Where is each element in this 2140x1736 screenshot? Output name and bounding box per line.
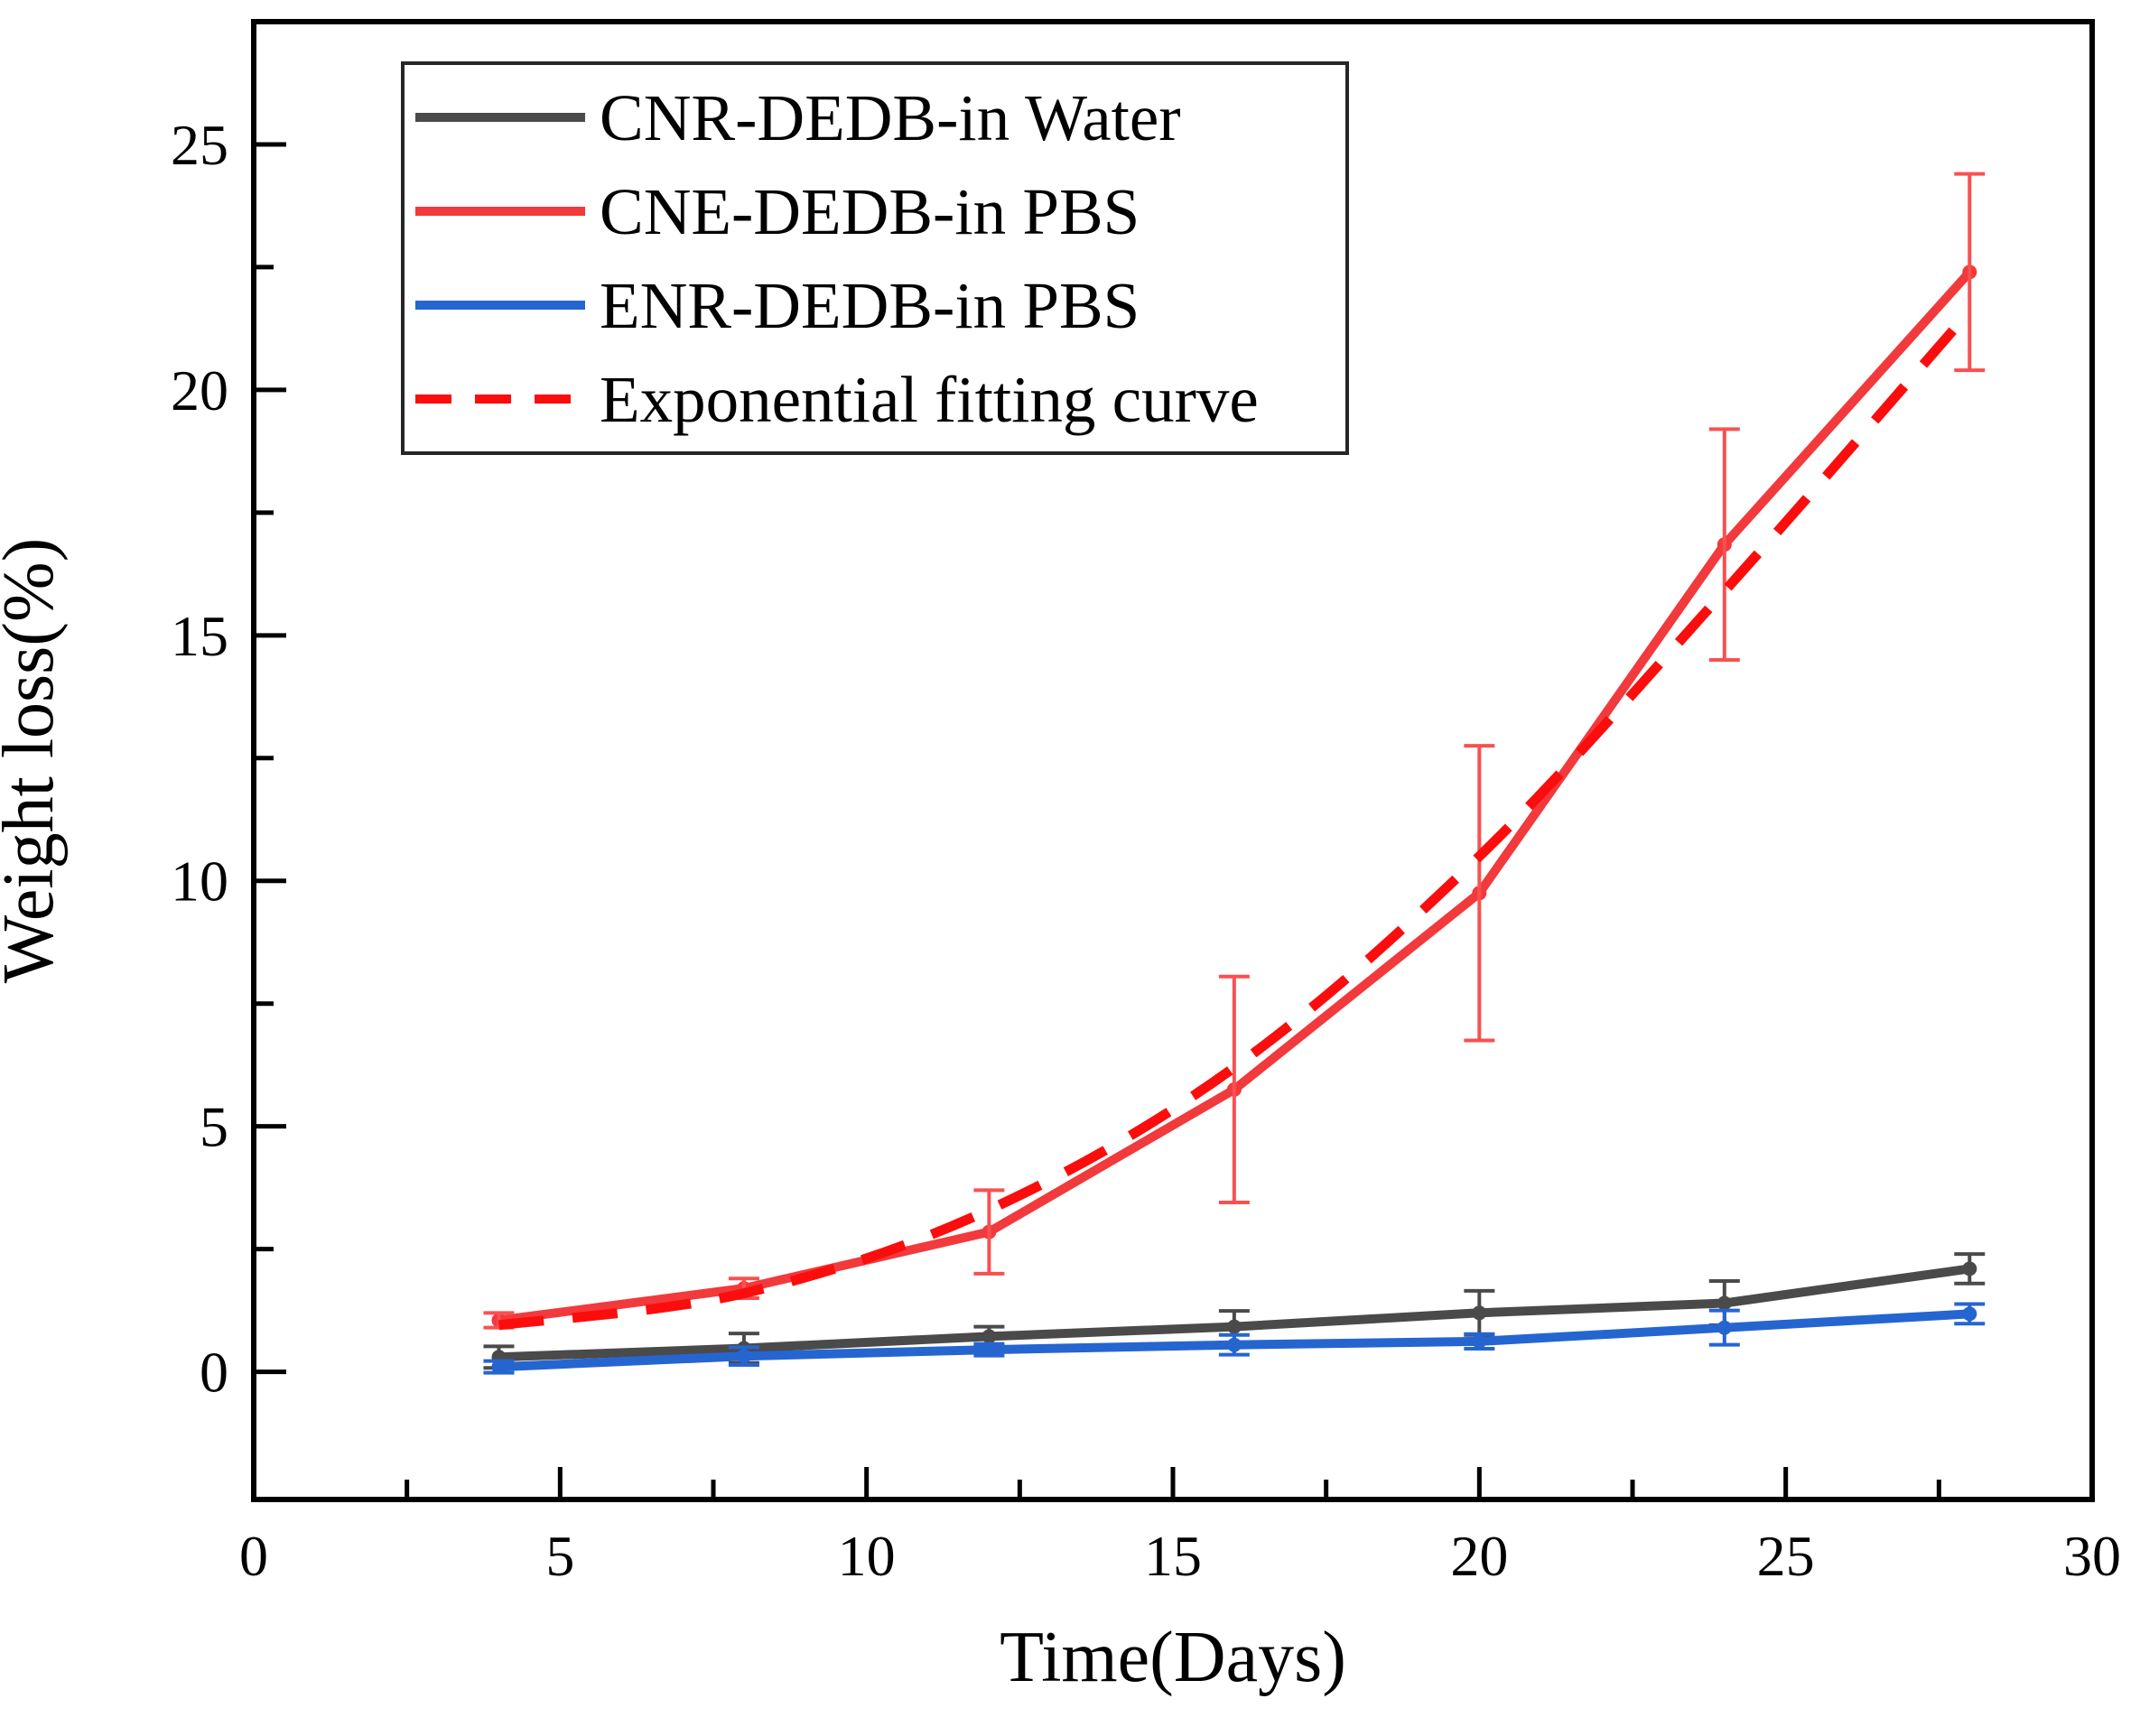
y-tick-label: 10 (171, 849, 228, 914)
x-tick-label: 15 (1144, 1524, 1202, 1588)
legend-entry-exponential-fitting-curve: Exponential fitting curve (415, 363, 1259, 436)
y-tick-label: 0 (200, 1341, 228, 1405)
legend-label: ENR-DEDB-in PBS (600, 269, 1140, 342)
plot-frame (251, 19, 2095, 1502)
error-bars-enr-dedb-in-pbs (483, 1302, 1986, 1375)
y-tick-label: 5 (200, 1095, 228, 1159)
x-tick-label: 20 (1450, 1524, 1508, 1588)
x-tick-label: 25 (1757, 1524, 1815, 1588)
x-tick-label: 0 (239, 1524, 268, 1588)
legend-label: Exponential fitting curve (600, 363, 1259, 436)
legend-entry-cne-dedb-in-pbs: CNE-DEDB-in PBS (415, 175, 1140, 248)
y-axis: 0 5 10 15 20 25 (171, 113, 286, 1405)
x-tick-label: 10 (838, 1524, 896, 1588)
series-exponential-fitting-curve (498, 308, 1974, 1331)
legend-label: CNE-DEDB-in PBS (600, 175, 1140, 248)
legend-entry-enr-dedb-in-pbs: ENR-DEDB-in PBS (415, 269, 1140, 342)
x-axis: 0 5 10 15 20 25 30 (239, 1467, 2121, 1588)
legend-box (401, 61, 1349, 455)
legend: CNR-DEDB-in Water CNE-DEDB-in PBS ENR-DEDB… (401, 61, 1349, 455)
legend-entry-cnr-dedb-in-water: CNR-DEDB-in Water (415, 81, 1181, 154)
series-line-exponential-fitting-curve (498, 308, 1974, 1331)
y-axis-title: Weight loss(%) (0, 538, 69, 983)
x-tick-label: 30 (2063, 1524, 2121, 1588)
x-axis-title: Time(Days) (1000, 1618, 1346, 1697)
y-tick-label: 20 (171, 358, 228, 422)
y-tick-label: 15 (171, 604, 228, 668)
legend-label: CNR-DEDB-in Water (600, 81, 1181, 154)
x-tick-label: 5 (545, 1524, 574, 1588)
y-tick-label: 25 (171, 113, 228, 177)
